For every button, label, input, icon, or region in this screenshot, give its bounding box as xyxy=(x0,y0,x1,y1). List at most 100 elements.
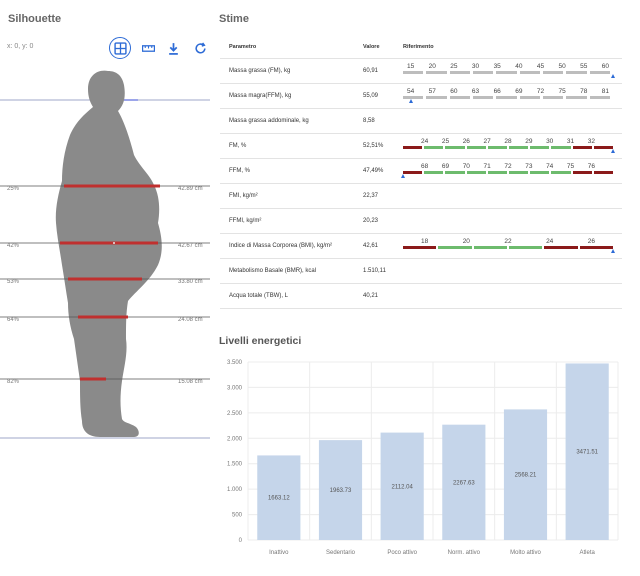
param-cell: Massa grassa addominale, kg xyxy=(220,108,363,134)
scale-segment-in-range xyxy=(424,170,444,174)
bar xyxy=(257,455,301,540)
reference-tick-label: 29 xyxy=(525,137,533,145)
scale-segment-in-range xyxy=(509,145,529,149)
scale-segment xyxy=(449,95,470,99)
scale-segment-in-range xyxy=(445,170,465,174)
table-row: FFM, % 47,49% 68 69 70 71 72 73 74 75 76 xyxy=(220,158,622,184)
bar xyxy=(565,363,609,540)
reference-tick-label: 69 xyxy=(515,87,523,95)
scale-segment-out-of-range xyxy=(593,145,613,149)
silhouette-title: Silhouette xyxy=(8,13,62,25)
body-silhouette xyxy=(0,70,210,439)
scale-segment xyxy=(449,70,470,74)
download-icon xyxy=(168,42,178,55)
reference-scale: 18 20 22 24 26 xyxy=(403,233,622,259)
grid-view-button[interactable] xyxy=(109,37,131,59)
table-header-row: Parametro Valore Riferimento xyxy=(220,36,622,59)
bar-value-label: 1663.12 xyxy=(268,496,290,502)
reference-scale xyxy=(403,283,622,309)
y-tick-label: 2.500 xyxy=(227,411,243,417)
reference-tick-label: 71 xyxy=(483,162,491,170)
x-tick-label: Sedentario xyxy=(326,550,356,556)
reference-tick-label: 15 xyxy=(407,62,415,70)
param-cell: Massa grassa (FM), kg xyxy=(220,58,363,84)
header-param: Parametro xyxy=(220,36,363,59)
reference-tick-label: 73 xyxy=(525,162,533,170)
header-value: Valore xyxy=(363,36,403,59)
scale-segment-in-range xyxy=(551,145,571,149)
refresh-button[interactable] xyxy=(190,38,210,58)
reference-tick-label: 26 xyxy=(462,137,470,145)
stime-table: Parametro Valore Riferimento Massa grass… xyxy=(220,36,622,309)
y-tick-label: 2.000 xyxy=(227,436,243,442)
ruler-button[interactable] xyxy=(138,38,158,58)
scale-segment-in-range xyxy=(424,145,444,149)
scale-segment-in-range xyxy=(509,245,543,249)
value-marker-icon xyxy=(401,173,405,178)
param-cell: Indice di Massa Corporea (BMI), kg/m² xyxy=(220,233,363,259)
reference-tick-label: 45 xyxy=(536,62,545,70)
table-row: Acqua totale (TBW), L 40,21 xyxy=(220,283,622,309)
reference-bar xyxy=(403,145,613,149)
silhouette-shape xyxy=(55,70,162,437)
reference-tick-label: 30 xyxy=(546,137,554,145)
reference-tick-label: 76 xyxy=(587,162,595,170)
measurement-percent: 64% xyxy=(7,317,20,323)
scale-segment-out-of-range xyxy=(572,170,592,174)
bar xyxy=(442,424,486,540)
bar-value-label: 2267.63 xyxy=(453,480,475,486)
reference-tick-label: 81 xyxy=(601,87,609,95)
scale-segment-in-range xyxy=(551,170,571,174)
measurement-value: 42.89 cm xyxy=(178,186,203,192)
y-tick-label: 500 xyxy=(232,513,243,519)
reference-tick-label: 68 xyxy=(421,162,429,170)
x-tick-label: Poco attivo xyxy=(387,550,417,556)
y-tick-label: 3.000 xyxy=(227,385,243,391)
bar xyxy=(380,432,424,540)
reference-tick-label: 18 xyxy=(421,237,429,245)
scale-segment-out-of-range xyxy=(572,145,592,149)
param-cell: FM, % xyxy=(220,133,363,159)
reference-tick-label: 54 xyxy=(407,87,415,95)
reference-tick-label: 24 xyxy=(546,237,554,245)
reference-tick-label: 40 xyxy=(515,62,523,70)
reference-tick-label: 50 xyxy=(558,62,566,70)
reference-tick-label: 32 xyxy=(587,137,595,145)
scale-segment-out-of-range xyxy=(544,245,578,249)
reference-tick-label: 78 xyxy=(580,87,588,95)
reference-tick-label: 70 xyxy=(462,162,470,170)
measurement-percent: 53% xyxy=(7,279,20,285)
scale-segment xyxy=(566,70,587,74)
table-row: FM, % 52,51% 24 25 26 27 28 29 30 31 32 xyxy=(220,133,622,159)
scale-segment-in-range xyxy=(530,170,550,174)
reference-tick-label: 30 xyxy=(471,62,480,70)
param-cell: Acqua totale (TBW), L xyxy=(220,283,363,309)
grid-icon xyxy=(113,41,127,55)
reference-tick-label: 69 xyxy=(441,162,450,170)
reference-bar xyxy=(403,70,613,74)
reference-tick-label: 63 xyxy=(471,87,480,95)
scale-segment-in-range xyxy=(466,170,486,174)
bar xyxy=(318,440,363,540)
value-marker-icon xyxy=(611,248,615,253)
measurement-value: 15.08 cm xyxy=(178,379,203,385)
bar-value-label: 1963.73 xyxy=(330,488,352,494)
measurement-percent: 82% xyxy=(7,379,20,385)
refresh-icon xyxy=(194,41,206,53)
download-button[interactable] xyxy=(163,38,183,58)
x-tick-label: Molto attivo xyxy=(510,550,541,556)
scale-segment xyxy=(426,70,447,74)
scale-segment xyxy=(403,95,424,99)
reference-tick-label: 22 xyxy=(504,237,512,245)
bar xyxy=(503,409,548,540)
reference-ticks: 54 57 60 63 66 69 72 75 78 81 xyxy=(407,88,609,95)
reference-tick-label: 25 xyxy=(450,62,458,70)
table-row: FFMI, kg/m² 20,23 xyxy=(220,208,622,234)
table-row: Massa grassa (FM), kg 60,91 15 20 25 30 35 40 45… xyxy=(220,58,622,84)
scale-segment-out-of-range xyxy=(403,170,423,174)
value-marker-icon xyxy=(409,98,414,103)
table-row: Metabolismo Basale (BMR), kcal 1.510,11 xyxy=(220,258,622,284)
bar-value-label: 3471.51 xyxy=(576,450,598,456)
reference-tick-label: 66 xyxy=(493,87,501,95)
measurement-percent: 42% xyxy=(7,243,20,249)
